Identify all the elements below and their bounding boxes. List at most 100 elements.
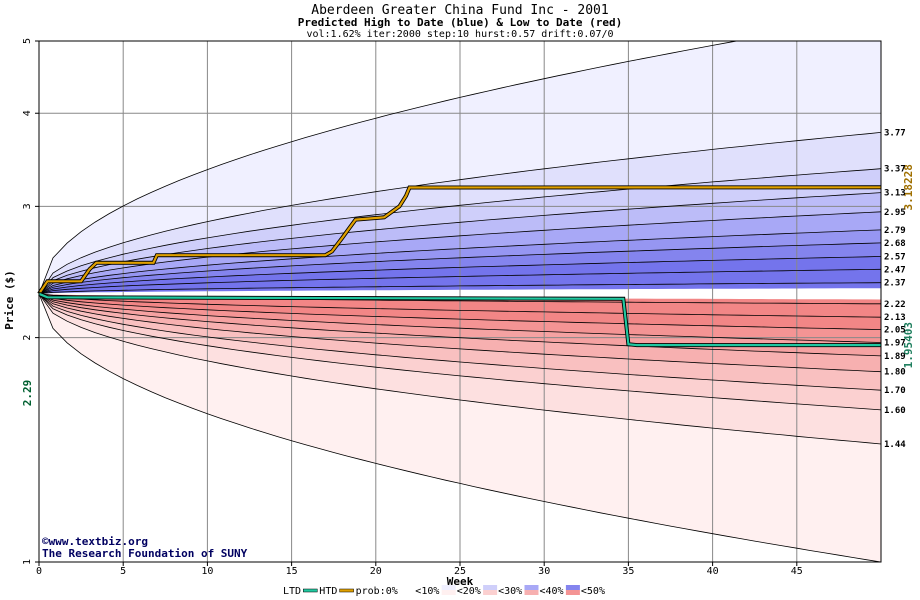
chart-params: vol:1.62% iter:2000 step:10 hurst:0.57 d… <box>306 29 613 40</box>
percentile-label-high: 2.47 <box>884 265 906 275</box>
legend: LTD HTD prob:0% <10% <20% <30% <40% <50% <box>283 585 605 597</box>
legend-swatch-red <box>483 590 498 595</box>
lower-percentile-line <box>39 293 881 411</box>
y-tick-label: 3 <box>22 203 33 209</box>
lower-percentile-line <box>39 293 881 318</box>
upper-band <box>39 242 881 294</box>
legend-swatch-blue <box>483 585 498 590</box>
lower-band <box>39 293 881 391</box>
percentile-label-low: 1.60 <box>884 406 906 416</box>
lower-band <box>39 293 881 444</box>
series-lines <box>37 185 882 348</box>
percentile-label-low: 1.70 <box>884 386 906 396</box>
grid <box>39 41 881 562</box>
ltd-final-label: 1.95403 <box>902 322 915 368</box>
lower-band <box>39 293 881 410</box>
lower-band <box>39 293 881 343</box>
lower-band <box>39 293 881 356</box>
lower-percentile-line <box>39 293 881 357</box>
lower-percentile-line <box>39 293 881 330</box>
y-tick-label: 2 <box>22 335 33 341</box>
upper-percentile-line <box>39 132 881 295</box>
x-tick-label: 35 <box>622 566 634 577</box>
legend-ltd-swatch <box>303 588 318 593</box>
percentile-label-high: 2.95 <box>884 208 906 218</box>
upper-percentile-line <box>39 41 740 294</box>
legend-ltd-label: LTD <box>283 586 301 597</box>
legend-item-label: <40% <box>540 586 564 597</box>
x-tick-label: 45 <box>791 566 803 577</box>
lower-band <box>39 293 881 372</box>
percentile-label-high: 3.13 <box>884 189 906 199</box>
upper-band <box>39 132 881 294</box>
x-tick-label: 5 <box>120 566 126 577</box>
y-axis-label: Price ($) <box>3 270 16 330</box>
x-axis-label: Week <box>447 575 474 588</box>
percentile-label-low: 2.05 <box>884 326 906 336</box>
legend-swatch-red <box>400 590 415 595</box>
y-tick-label: 1 <box>22 559 33 565</box>
x-tick-label: 0 <box>36 566 42 577</box>
legend-swatch-red <box>441 590 456 595</box>
x-tick-label: 30 <box>538 566 550 577</box>
percentile-label-high: 3.77 <box>884 128 906 138</box>
lower-percentile-line <box>39 293 881 445</box>
percentile-label-high: 2.68 <box>884 239 906 249</box>
chart-title: Aberdeen Greater China Fund Inc - 2001 <box>311 3 608 18</box>
lower-percentile-line <box>39 293 881 562</box>
start-price-label: 2.29 <box>21 380 34 407</box>
percentile-label-low: 2.13 <box>884 313 906 323</box>
x-tick-label: 40 <box>707 566 719 577</box>
y-tick-label: 4 <box>22 110 33 116</box>
percentile-labels: 3.77 3.37 3.13 2.95 2.79 2.68 2.57 2.47 2.37 2.22… <box>884 128 906 450</box>
chart-subtitle: Predicted High to Date (blue) & Low to D… <box>298 16 623 29</box>
upper-band <box>39 211 881 294</box>
x-tick-label: 10 <box>201 566 213 577</box>
upper-band <box>39 192 881 294</box>
upper-percentile-line <box>39 192 881 295</box>
upper-percentile-line <box>39 229 881 295</box>
legend-swatch-blue <box>400 585 415 590</box>
htd-final-label: 3.18228 <box>902 164 915 210</box>
percentile-label-low: 1.80 <box>884 368 906 378</box>
upper-percentile-line <box>39 256 881 295</box>
legend-item-label: <50% <box>581 586 605 597</box>
percentile-label-low: 2.22 <box>884 300 906 310</box>
x-tick-label: 15 <box>286 566 298 577</box>
credit-line-2: The Research Foundation of SUNY <box>42 547 248 560</box>
upper-percentile-line <box>39 282 881 295</box>
upper-percentile-line <box>39 168 881 295</box>
legend-swatch-blue <box>565 585 580 590</box>
credit-line-1: ©www.textbiz.org <box>42 535 148 548</box>
percentile-label-high: 2.37 <box>884 279 906 289</box>
lower-percentile-line <box>39 293 881 343</box>
x-tick-label: 20 <box>370 566 382 577</box>
ltd-line <box>38 292 881 347</box>
percentile-label-high: 2.79 <box>884 226 906 236</box>
percentile-label-low: 1.89 <box>884 352 906 362</box>
legend-htd-swatch <box>339 588 354 593</box>
legend-item-label: <20% <box>457 586 481 597</box>
htd-line <box>38 186 882 295</box>
upper-band <box>39 229 881 294</box>
legend-item-label: <10% <box>415 586 439 597</box>
percentile-label-high: 3.37 <box>884 165 906 175</box>
upper-percentile-line <box>39 268 881 295</box>
legend-swatch-blue <box>441 585 456 590</box>
percentile-label-low: 1.44 <box>884 440 906 450</box>
legend-item-label: <30% <box>498 586 522 597</box>
upper-percentile-line <box>39 211 881 295</box>
legend-swatch-red <box>524 590 539 595</box>
legend-prob-label: prob:0% <box>356 586 398 597</box>
y-tick-label: 5 <box>22 38 33 44</box>
percentile-label-low: 1.97 <box>884 339 906 349</box>
legend-swatch-red <box>565 590 580 595</box>
lower-percentile-line <box>39 293 881 391</box>
x-tick-label: 25 <box>454 566 466 577</box>
upper-band <box>39 168 881 294</box>
legend-swatch-blue <box>524 585 539 590</box>
lower-percentile-line <box>39 293 881 373</box>
legend-htd-label: HTD <box>319 586 337 597</box>
